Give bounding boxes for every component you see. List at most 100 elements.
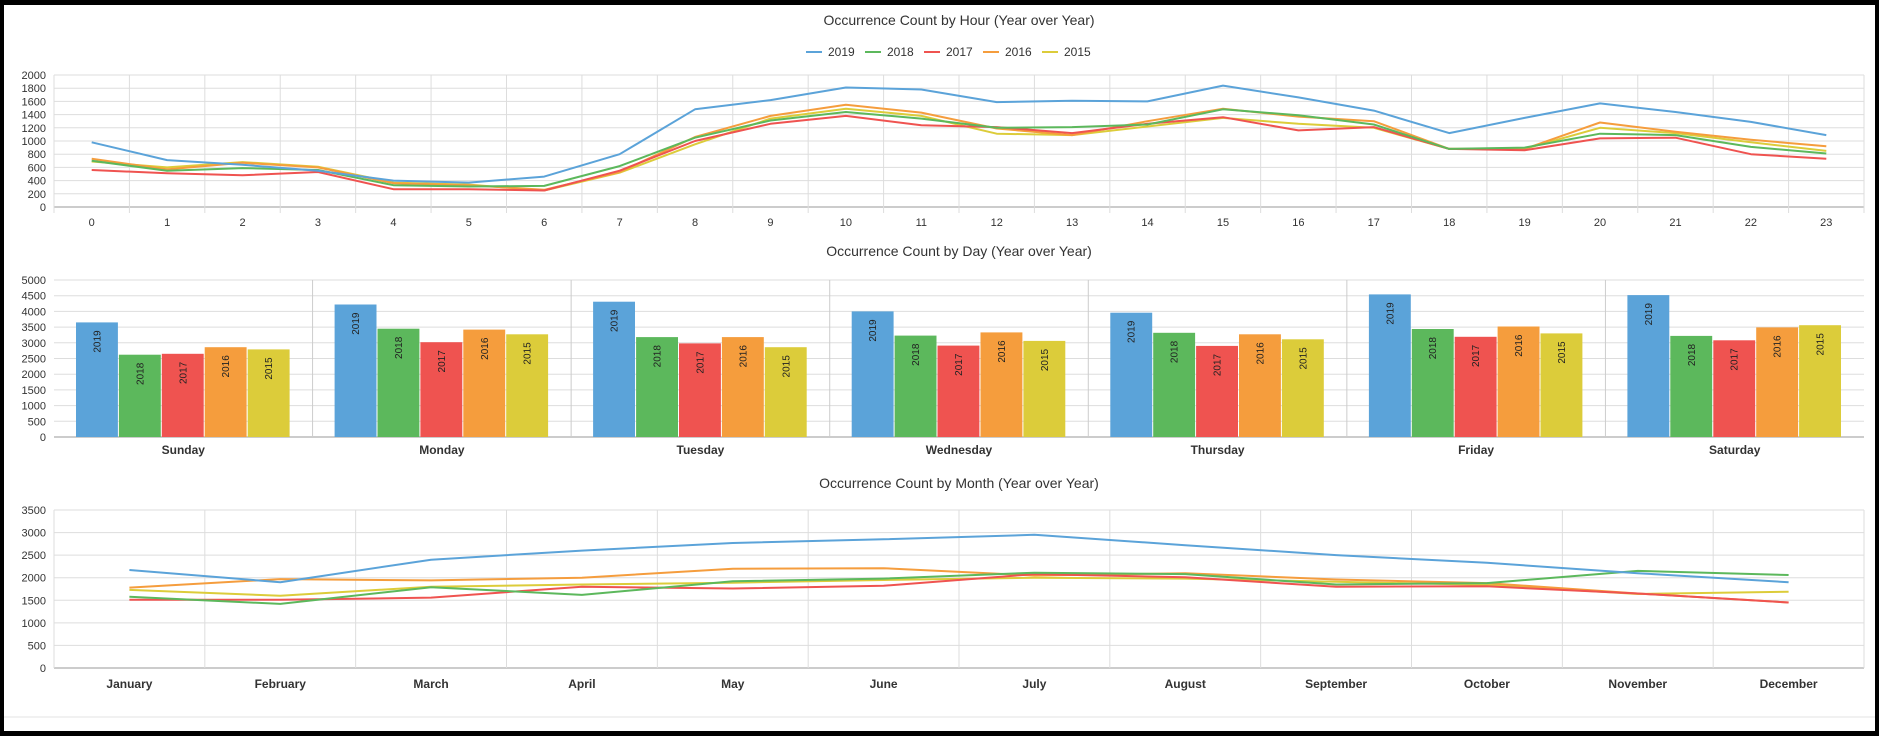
y-tick-label: 1400	[22, 110, 46, 122]
y-tick-label: 600	[28, 162, 46, 174]
bar-data-label: 2019	[1385, 302, 1396, 325]
bar-data-label: 2018	[135, 362, 146, 385]
bar-data-label: 2017	[437, 350, 448, 373]
bar-data-label: 2015	[1298, 347, 1309, 370]
y-tick-label: 200	[28, 189, 46, 201]
y-tick-label: 1200	[22, 123, 46, 135]
x-tick-label: 11	[916, 217, 927, 229]
bar-2015-thursday	[1281, 339, 1324, 437]
x-tick-label: Monday	[419, 443, 465, 457]
bar-2018-friday	[1411, 329, 1454, 437]
y-tick-label: 1000	[22, 136, 46, 148]
x-tick-label: 4	[390, 217, 396, 229]
y-tick-label: 0	[40, 663, 46, 675]
bar-2017-friday	[1454, 336, 1497, 437]
y-tick-label: 0	[40, 202, 46, 214]
x-tick-label: 6	[541, 217, 547, 229]
series-line-2017	[129, 573, 1789, 604]
x-tick-label: 3	[315, 217, 321, 229]
y-tick-label: 2500	[22, 550, 46, 562]
bar-2018-sunday	[118, 354, 161, 437]
bar-2019-tuesday	[593, 301, 635, 437]
bar-2016-thursday	[1239, 334, 1281, 437]
x-tick-label: 22	[1745, 217, 1757, 229]
x-tick-label: 5	[466, 217, 472, 229]
x-tick-label: 13	[1066, 217, 1078, 229]
bar-data-label: 2019	[1644, 303, 1655, 326]
x-tick-label: 0	[89, 217, 95, 229]
bar-2018-saturday	[1670, 335, 1713, 437]
bar-data-label: 2018	[653, 345, 664, 368]
y-tick-label: 2000	[22, 369, 46, 381]
bar-2016-friday	[1497, 326, 1540, 437]
y-tick-label: 5000	[22, 275, 46, 287]
chart-title-2: Occurrence Count by Month (Year over Yea…	[819, 475, 1099, 491]
y-tick-label: 3000	[22, 338, 46, 350]
bar-data-label: 2018	[1428, 337, 1439, 360]
y-tick-label: 4500	[22, 291, 46, 303]
bar-data-label: 2019	[93, 330, 104, 353]
bar-2019-monday	[334, 304, 377, 437]
bar-2019-thursday	[1110, 312, 1153, 437]
legend-label-2019: 2019	[828, 45, 855, 59]
x-tick-label: 8	[692, 217, 698, 229]
bar-data-label: 2016	[1514, 334, 1525, 357]
y-tick-label: 2500	[22, 354, 46, 366]
bar-2017-thursday	[1196, 345, 1238, 437]
bar-data-label: 2017	[1730, 348, 1741, 371]
bar-data-label: 2017	[1471, 344, 1482, 367]
x-tick-label: Wednesday	[926, 443, 993, 457]
x-tick-label: March	[413, 677, 448, 691]
x-tick-label: Tuesday	[677, 443, 725, 457]
bar-data-label: 2019	[610, 309, 621, 332]
x-tick-label: May	[721, 677, 745, 691]
bar-2016-tuesday	[721, 337, 764, 437]
bar-data-label: 2017	[954, 353, 965, 376]
y-tick-label: 1000	[22, 618, 46, 630]
x-tick-label: January	[106, 677, 152, 691]
bar-data-label: 2016	[738, 345, 749, 368]
y-tick-label: 3500	[22, 505, 46, 517]
bar-2018-monday	[377, 328, 420, 437]
bar-data-label: 2017	[178, 361, 189, 384]
bar-data-label: 2019	[868, 319, 879, 342]
y-tick-label: 2000	[22, 70, 46, 82]
bar-2016-monday	[463, 329, 506, 437]
bar-2015-sunday	[247, 349, 290, 437]
bar-data-label: 2018	[1687, 343, 1698, 366]
y-tick-label: 500	[28, 640, 46, 652]
x-tick-label: Saturday	[1709, 443, 1761, 457]
bar-2019-friday	[1368, 294, 1411, 437]
bar-data-label: 2016	[997, 340, 1008, 363]
y-tick-label: 1500	[22, 385, 46, 397]
x-tick-label: 18	[1443, 217, 1455, 229]
bar-2017-monday	[420, 342, 463, 437]
bar-2016-wednesday	[980, 332, 1023, 437]
bar-data-label: 2017	[695, 351, 706, 374]
bar-2019-saturday	[1627, 295, 1670, 437]
y-tick-label: 3500	[22, 322, 46, 334]
x-tick-label: August	[1165, 677, 1206, 691]
x-tick-label: 15	[1217, 217, 1229, 229]
x-tick-label: October	[1464, 677, 1510, 691]
bar-2017-saturday	[1713, 340, 1756, 437]
x-tick-label: September	[1305, 677, 1367, 691]
legend-label-2017: 2017	[946, 45, 973, 59]
bar-data-label: 2018	[1170, 340, 1181, 363]
bar-2015-wednesday	[1023, 340, 1066, 437]
x-tick-label: 20	[1594, 217, 1606, 229]
dashboard-frame: 2019 2018 2017 2016 2015 Occurrence Count by …	[4, 5, 1875, 735]
series-line-2018	[129, 569, 1789, 605]
x-tick-label: June	[870, 677, 898, 691]
bar-2018-thursday	[1153, 332, 1196, 437]
x-tick-label: 1	[164, 217, 170, 229]
bar-2016-sunday	[204, 347, 247, 437]
x-tick-label: 16	[1292, 217, 1304, 229]
y-tick-label: 3000	[22, 528, 46, 540]
x-tick-label: Sunday	[162, 443, 206, 457]
x-tick-label: 19	[1519, 217, 1531, 229]
y-tick-label: 800	[28, 149, 46, 161]
bar-2015-saturday	[1799, 325, 1841, 437]
chart-title-0: Occurrence Count by Hour (Year over Year…	[823, 12, 1094, 28]
